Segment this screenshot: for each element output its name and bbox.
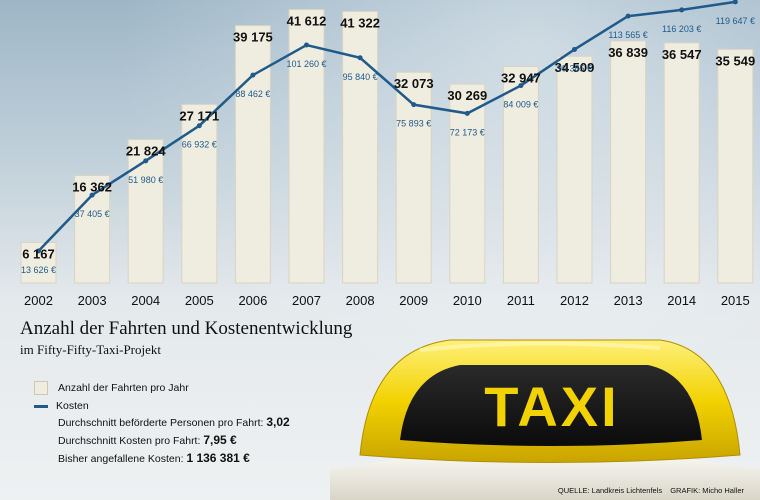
- taxi-text: TAXI: [484, 375, 619, 438]
- cost-value-label-2010: 72 173 €: [450, 127, 485, 137]
- bar-2004: [127, 139, 164, 284]
- bar-2008: [342, 10, 379, 284]
- sign-panel: [400, 365, 702, 446]
- legend-item-bars: Anzahl der Fahrten pro Jahr: [34, 379, 290, 397]
- stat-total-value: 1 136 381 €: [186, 451, 250, 465]
- bar-2007: [288, 9, 325, 284]
- bar-2006: [234, 25, 271, 284]
- stat-cost-per-ride-label: Durchschnitt Kosten pro Fahrt:: [58, 435, 201, 447]
- cost-value-label-2006: 88 462 €: [235, 89, 270, 99]
- stat-passengers-value: 3,02: [266, 415, 290, 429]
- bar-value-label-2012: 34 509: [555, 60, 595, 75]
- x-tick-label-2010: 2010: [453, 293, 482, 308]
- cost-value-label-2009: 75 893 €: [396, 119, 431, 129]
- cost-value-label-2007: 101 260 €: [286, 59, 326, 69]
- x-tick-label-2015: 2015: [721, 293, 750, 308]
- bar-value-label-2006: 39 175: [233, 30, 273, 45]
- bar-value-label-2009: 32 073: [394, 76, 434, 91]
- bar-2014: [663, 42, 700, 284]
- x-tick-label-2012: 2012: [560, 293, 589, 308]
- cost-point-2011: [518, 83, 524, 89]
- source-credit: QUELLE: Landkreis Lichtenfels: [557, 486, 663, 495]
- taxi-sign-illustration: TAXI: [330, 339, 760, 500]
- cost-line-layer: [36, 0, 738, 254]
- x-tick-label-2004: 2004: [131, 293, 160, 308]
- bar-2013: [610, 40, 647, 284]
- x-tick-label-2011: 2011: [507, 293, 535, 308]
- stat-total-label: Bisher angefallene Kosten:: [58, 453, 184, 465]
- chart: 6 167 2002 16 362 2003 21 824 2004 27 171 2005 3…: [20, 0, 755, 308]
- cost-point-2002: [36, 248, 41, 254]
- legend-line-swatch: [34, 404, 48, 408]
- cost-value-label-2011: 84 009 €: [503, 100, 538, 110]
- stat-passengers: Durchschnitt beförderte Personen pro Fah…: [34, 415, 290, 433]
- legend-bar-label: Anzahl der Fahrten pro Jahr: [58, 382, 189, 394]
- legend-item-line: Kosten: [34, 397, 290, 415]
- cost-value-label-2013: 113 565 €: [608, 30, 647, 40]
- cost-point-2005: [196, 123, 202, 129]
- bar-value-label-2007: 41 612: [287, 14, 327, 29]
- x-tick-label-2005: 2005: [185, 293, 214, 308]
- cost-value-label-2014: 116 203 €: [662, 24, 701, 34]
- cost-series-line: [37, 0, 736, 252]
- cost-point-2007: [304, 42, 309, 48]
- sign-highlight: [419, 341, 661, 352]
- bar-2010: [449, 83, 486, 284]
- cost-point-2003: [89, 192, 95, 198]
- bars-layer: [20, 9, 754, 284]
- cost-point-2004: [143, 158, 149, 164]
- cost-point-2010: [464, 110, 470, 116]
- cost-point-2008: [357, 55, 363, 61]
- bar-value-label-2002: 6 167: [22, 246, 55, 261]
- bar-value-label-2008: 41 322: [340, 15, 380, 30]
- bar-value-label-2003: 16 362: [72, 179, 112, 194]
- credits: QUELLE: Landkreis Lichtenfels GRAFIK: Mi…: [552, 486, 744, 495]
- stat-cost-per-ride-value: 7,95 €: [203, 433, 237, 447]
- cost-point-2013: [625, 13, 631, 19]
- cost-point-2014: [679, 7, 685, 13]
- x-tick-label-2003: 2003: [78, 293, 107, 308]
- x-tick-label-2014: 2014: [667, 293, 696, 308]
- stat-total: Bisher angefallene Kosten: 1 136 381 €: [34, 451, 290, 469]
- bar-value-label-2015: 35 549: [715, 53, 755, 68]
- stat-passengers-label: Durchschnitt beförderte Personen pro Fah…: [58, 417, 264, 429]
- x-tick-label-2002: 2002: [24, 293, 53, 308]
- bar-value-label-2004: 21 824: [126, 144, 167, 159]
- cost-point-2006: [250, 72, 256, 78]
- chart-subtitle: im Fifty-Fifty-Taxi-Projekt: [20, 342, 161, 357]
- bar-2012: [556, 55, 593, 284]
- bar-2005: [181, 103, 218, 284]
- cost-point-2015: [732, 0, 738, 5]
- x-tick-label-2009: 2009: [399, 293, 428, 308]
- car-roof: [330, 450, 760, 500]
- cost-value-label-2002: 13 626 €: [21, 265, 56, 275]
- bar-value-label-2014: 36 547: [662, 47, 702, 62]
- chart-title: Anzahl der Fahrten und Kostenentwicklung: [20, 318, 353, 339]
- legend-bar-swatch: [34, 381, 48, 395]
- x-tick-label-2008: 2008: [346, 293, 375, 308]
- bar-value-label-2010: 30 269: [447, 88, 487, 103]
- cost-value-label-2008: 95 840 €: [343, 72, 378, 82]
- bar-2015: [717, 48, 754, 284]
- cost-value-label-2005: 66 932 €: [182, 140, 217, 150]
- cost-value-label-2004: 51 980 €: [128, 175, 163, 185]
- x-tick-label-2007: 2007: [292, 293, 321, 308]
- labels-layer: 6 167 2002 16 362 2003 21 824 2004 27 171 2005 3…: [21, 14, 755, 308]
- x-tick-label-2013: 2013: [614, 293, 643, 308]
- bar-value-label-2011: 32 947: [501, 70, 541, 85]
- cost-value-label-2003: 37 405 €: [75, 209, 110, 219]
- graphic-credit: GRAFIK: Micho Haller: [670, 486, 744, 495]
- bar-2011: [502, 65, 539, 284]
- stat-cost-per-ride: Durchschnitt Kosten pro Fahrt: 7,95 €: [34, 433, 290, 451]
- cost-point-2009: [411, 102, 417, 108]
- cost-value-label-2012: 99 385 €: [557, 63, 592, 73]
- legend: Anzahl der Fahrten pro Jahr Kosten Durch…: [34, 379, 290, 469]
- bar-value-label-2013: 36 839: [608, 45, 648, 60]
- legend-line-label: Kosten: [56, 400, 89, 412]
- cost-point-2012: [572, 46, 577, 52]
- bar-value-label-2005: 27 171: [179, 108, 219, 123]
- x-tick-label-2006: 2006: [238, 293, 267, 308]
- cost-value-label-2015: 119 647 €: [716, 16, 755, 26]
